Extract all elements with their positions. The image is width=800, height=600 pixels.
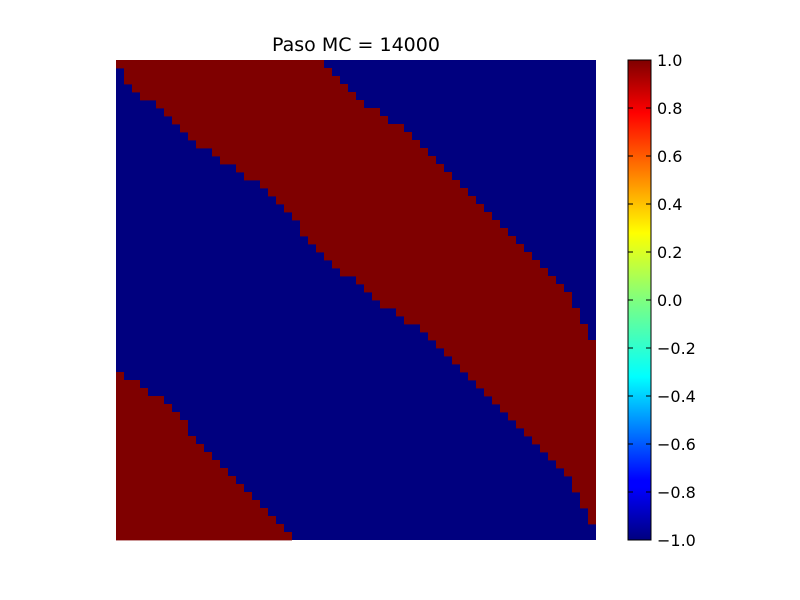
heatmap-cell-high bbox=[508, 412, 596, 421]
heatmap-cell-high bbox=[116, 516, 276, 525]
heatmap-cell-high bbox=[116, 420, 188, 429]
heatmap-cell-high bbox=[356, 276, 556, 285]
heatmap-cell-high bbox=[116, 60, 324, 69]
heatmap-cell-high bbox=[588, 516, 596, 525]
heatmap-cell-high bbox=[572, 484, 596, 493]
heatmap-cell-high bbox=[444, 348, 596, 357]
heatmap-cell-high bbox=[124, 76, 340, 85]
heatmap-cell-high bbox=[180, 124, 404, 133]
heatmap-cell-high bbox=[556, 460, 596, 469]
heatmap-cell-high bbox=[380, 300, 572, 309]
heatmap-cell-high bbox=[332, 260, 540, 269]
heatmap-cell-high bbox=[132, 84, 348, 93]
heatmap-cell-high bbox=[484, 388, 596, 397]
heatmap-cell-high bbox=[116, 428, 188, 437]
heatmap-cell-high bbox=[156, 100, 364, 109]
heatmap-cell-high bbox=[420, 324, 588, 333]
heatmap-cell-high bbox=[524, 428, 596, 437]
heatmap-cell-high bbox=[124, 68, 332, 77]
colorbar-tick-label: 0.6 bbox=[657, 147, 682, 166]
heatmap-cell-high bbox=[212, 148, 428, 157]
colorbar-tick-label: 0.4 bbox=[657, 195, 682, 214]
heatmap-cell-high bbox=[116, 524, 284, 533]
heatmap-cell-high bbox=[372, 292, 572, 301]
colorbar: 1.0 0.8 0.6 0.4 0.2 0.0 −0.2 −0.4 −0.6 −0.8 −1.0 bbox=[627, 51, 696, 550]
heatmap-cell-high bbox=[396, 308, 580, 317]
heatmap-cell-high bbox=[308, 236, 516, 245]
heatmap-cell-high bbox=[188, 132, 412, 141]
heatmap-cell-high bbox=[116, 460, 220, 469]
heatmap-cell-high bbox=[116, 508, 268, 517]
heatmap-cell-high bbox=[276, 196, 476, 205]
heatmap-cell-high bbox=[564, 468, 596, 477]
heatmap-cell-high bbox=[116, 476, 236, 485]
colorbar-tick-label: 0.2 bbox=[657, 243, 682, 262]
colorbar-tick-label: 0.8 bbox=[657, 99, 682, 118]
heatmap-cell-high bbox=[284, 204, 484, 213]
heatmap-cell-high bbox=[460, 364, 596, 373]
heatmap-cell-high bbox=[404, 316, 580, 325]
heatmap-cell-high bbox=[292, 212, 492, 221]
heatmap-area bbox=[116, 60, 596, 541]
heatmap-cell-high bbox=[300, 228, 508, 237]
heatmap-cell-high bbox=[116, 444, 204, 453]
heatmap-cell-high bbox=[476, 380, 596, 389]
heatmap-cell-high bbox=[116, 388, 148, 397]
heatmap-cell-high bbox=[116, 532, 292, 541]
heatmap-cell-high bbox=[500, 404, 596, 413]
heatmap-cell-high bbox=[116, 412, 180, 421]
heatmap-cell-high bbox=[116, 468, 228, 477]
heatmap-cell-high bbox=[516, 420, 596, 429]
colorbar-tick-label: −0.6 bbox=[657, 435, 696, 454]
chart-title: Paso MC = 14000 bbox=[272, 34, 440, 56]
heatmap-cell-high bbox=[196, 140, 420, 149]
heatmap-cell-high bbox=[324, 252, 532, 261]
heatmap-cell-high bbox=[116, 380, 140, 389]
heatmap-cell-high bbox=[340, 268, 548, 277]
heatmap-cell-high bbox=[116, 404, 172, 413]
colorbar-gradient bbox=[628, 60, 651, 540]
colorbar-tick-label: 0.0 bbox=[657, 291, 682, 310]
heatmap-cell-high bbox=[588, 508, 596, 517]
heatmap-cell-high bbox=[140, 92, 356, 101]
heatmap-cell-high bbox=[468, 372, 596, 381]
heatmap-cell-high bbox=[116, 492, 252, 501]
heatmap-cell-high bbox=[300, 220, 500, 229]
heatmap-cell-high bbox=[244, 172, 452, 181]
colorbar-tick-label: 1.0 bbox=[657, 51, 682, 70]
heatmap-cell-high bbox=[436, 340, 596, 349]
heatmap-cell-high bbox=[164, 108, 380, 117]
colorbar-tick-label: −0.4 bbox=[657, 387, 696, 406]
heatmap-cell-high bbox=[260, 180, 460, 189]
heatmap-cell-high bbox=[548, 452, 596, 461]
heatmap-cell-high bbox=[428, 332, 588, 341]
heatmap-cell-high bbox=[268, 188, 468, 197]
colorbar-tick-label: −1.0 bbox=[657, 531, 696, 550]
heatmap-cell-high bbox=[452, 356, 596, 365]
heatmap-cell-high bbox=[316, 244, 524, 253]
colorbar-tick-label: −0.2 bbox=[657, 339, 696, 358]
heatmap-cell-high bbox=[540, 444, 596, 453]
heatmap-cell-high bbox=[116, 436, 196, 445]
heatmap-cell-high bbox=[572, 476, 596, 485]
heatmap-cell-high bbox=[116, 500, 260, 509]
heatmap-cell-high bbox=[116, 452, 212, 461]
heatmap-cell-high bbox=[172, 116, 388, 125]
heatmap-cell-high bbox=[236, 164, 444, 173]
heatmap-cell-high bbox=[116, 396, 164, 405]
heatmap-cell-high bbox=[116, 372, 124, 381]
heatmap-cell-high bbox=[116, 484, 244, 493]
heatmap-cell-high bbox=[492, 396, 596, 405]
heatmap-cell-high bbox=[532, 436, 596, 445]
heatmap-cell-high bbox=[364, 284, 564, 293]
heatmap-cell-high bbox=[580, 492, 596, 501]
heatmap-cell-high bbox=[220, 156, 436, 165]
colorbar-tick-label: −0.8 bbox=[657, 483, 696, 502]
heatmap-cell-high bbox=[580, 500, 596, 509]
